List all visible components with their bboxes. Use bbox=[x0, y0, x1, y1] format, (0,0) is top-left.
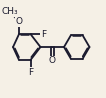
Text: O: O bbox=[15, 17, 22, 26]
Text: F: F bbox=[41, 30, 46, 39]
Text: CH₃: CH₃ bbox=[2, 7, 18, 16]
Text: O: O bbox=[49, 56, 56, 65]
Text: F: F bbox=[28, 68, 33, 77]
